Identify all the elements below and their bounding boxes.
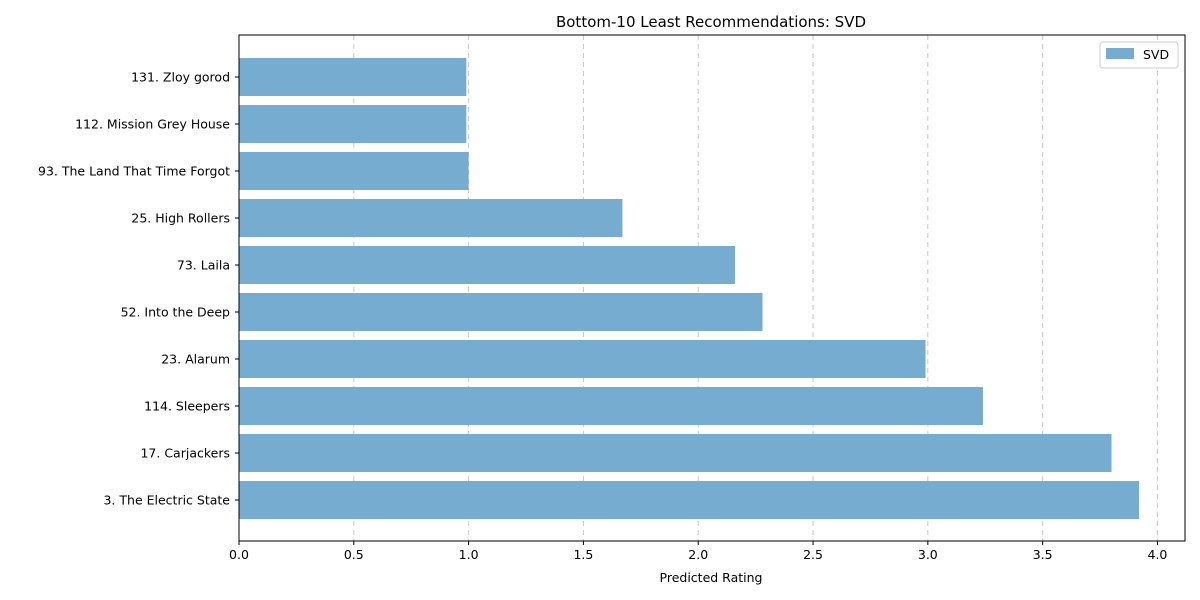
chart-title: Bottom-10 Least Recommendations: SVD bbox=[556, 13, 866, 31]
plot-frame bbox=[238, 34, 1186, 542]
y-tick-label: 114. Sleepers bbox=[144, 399, 230, 414]
legend-swatch bbox=[1106, 48, 1134, 59]
y-tick-label: 93. The Land That Time Forgot bbox=[38, 164, 230, 179]
x-tick-label: 3.5 bbox=[1033, 547, 1053, 562]
y-tick-label: 23. Alarum bbox=[161, 352, 230, 367]
y-tick-label: 112. Mission Grey House bbox=[75, 117, 230, 132]
bar bbox=[239, 481, 1140, 519]
y-tick-label: 25. High Rollers bbox=[131, 211, 230, 226]
bar bbox=[239, 105, 467, 143]
x-axis-label: Predicted Rating bbox=[660, 570, 763, 585]
bar bbox=[239, 387, 983, 425]
y-axis-ticks: 3. The Electric State 17. Carjackers 114. … bbox=[38, 70, 239, 508]
legend: SVD bbox=[1099, 41, 1179, 69]
bar bbox=[239, 58, 467, 96]
legend-label: SVD bbox=[1143, 47, 1169, 62]
bar bbox=[239, 340, 926, 378]
x-tick-label: 0.5 bbox=[344, 547, 364, 562]
y-tick-label: 17. Carjackers bbox=[140, 446, 230, 461]
bars bbox=[239, 58, 1140, 519]
y-tick-label: 52. Into the Deep bbox=[121, 305, 230, 320]
bar bbox=[239, 434, 1112, 472]
grid-lines bbox=[353, 35, 1158, 541]
x-tick-label: 0.0 bbox=[229, 547, 249, 562]
x-tick-label: 4.0 bbox=[1148, 547, 1168, 562]
y-tick-label: 3. The Electric State bbox=[103, 493, 230, 508]
x-tick-label: 1.5 bbox=[573, 547, 593, 562]
x-tick-label: 2.0 bbox=[688, 547, 708, 562]
bar bbox=[239, 293, 763, 331]
x-axis-ticks: 0.0 0.5 1.0 1.5 2.0 2.5 3.0 3.5 4.0 bbox=[229, 541, 1167, 562]
y-tick-label: 131. Zloy gorod bbox=[131, 70, 230, 85]
bar bbox=[239, 246, 735, 284]
x-tick-label: 1.0 bbox=[459, 547, 479, 562]
bar bbox=[239, 199, 623, 237]
x-tick-label: 3.0 bbox=[918, 547, 938, 562]
x-tick-label: 2.5 bbox=[803, 547, 823, 562]
y-tick-label: 73. Laila bbox=[177, 258, 230, 273]
bar bbox=[239, 152, 469, 190]
